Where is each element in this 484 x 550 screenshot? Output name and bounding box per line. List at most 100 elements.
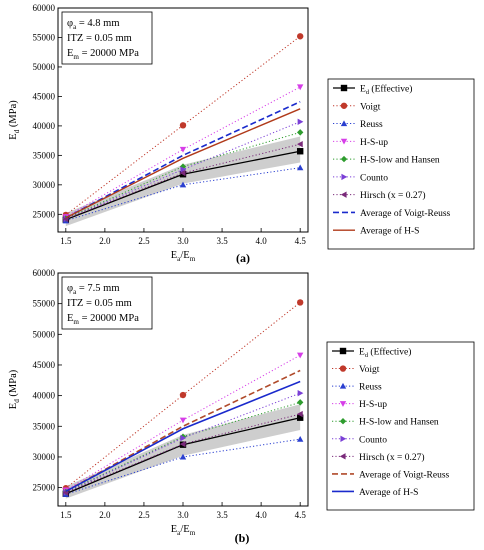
info-matrix-modulus: Em = 20000 MPa — [67, 313, 139, 326]
legend-label: Voigt — [360, 102, 381, 112]
data-point — [179, 146, 187, 153]
legend-entry: Ed (Effective) — [333, 84, 412, 97]
x-tick-label: 2.0 — [99, 236, 111, 246]
x-tick-label: 3.0 — [177, 236, 189, 246]
legend-marker — [339, 418, 347, 425]
legend-entry: Average of Voigt-Reuss — [333, 208, 451, 219]
legend-label: Reuss — [359, 383, 382, 393]
legend-label: H-S-up — [359, 400, 387, 410]
legend-entry: Reuss — [333, 120, 383, 130]
y-axis-label-group: Ed (MPa) — [8, 100, 21, 140]
y-tick-label: 40000 — [33, 391, 56, 401]
data-point — [180, 434, 187, 442]
data-point — [297, 389, 304, 397]
info-itz: ITZ = 0.05 mm — [67, 298, 132, 309]
confidence-band — [65, 404, 301, 499]
data-point — [179, 169, 186, 177]
data-point — [179, 163, 187, 170]
x-tick-label: 1.5 — [60, 236, 72, 246]
legend-label: Average of H-S — [359, 487, 418, 498]
y-tick-label: 50000 — [33, 329, 56, 339]
data-point — [296, 352, 304, 359]
data-point — [296, 299, 304, 306]
series-average-of-h-s — [65, 380, 301, 492]
legend-marker — [339, 365, 347, 372]
y-tick-label: 55000 — [33, 299, 56, 309]
info-matrix-modulus: Em = 20000 MPa — [67, 48, 139, 61]
legend-marker — [340, 120, 348, 127]
legend-label: Reuss — [360, 120, 383, 130]
data-point — [296, 164, 304, 171]
x-tick-label: 3.5 — [216, 510, 228, 520]
data-point — [179, 453, 187, 460]
series-average-of-voigt-reuss — [65, 100, 301, 219]
data-point — [179, 181, 187, 188]
legend-marker — [340, 138, 348, 145]
legend-marker — [340, 191, 347, 198]
x-tick-label: 2.0 — [99, 510, 111, 520]
x-tick-label: 4.5 — [295, 236, 307, 246]
legend-label: Ed (Effective) — [359, 347, 411, 360]
legend-label: Average of Voigt-Reuss — [359, 469, 450, 480]
legend-marker — [340, 84, 348, 92]
x-tick-label: 2.5 — [138, 510, 150, 520]
panel-b: 1.5 2.0 2.5 3.0 3.5 4.0 4.5 25000 30000 35000 4000… — [8, 268, 475, 545]
panel-a: 1.5 2.0 2.5 3.0 3.5 4.0 4.5 25000 30000 35000 4000… — [8, 3, 475, 265]
legend-entry: H-S-low and Hansen — [332, 418, 439, 428]
x-tick-label: 2.5 — [138, 236, 150, 246]
data-point — [296, 33, 304, 40]
series-line — [65, 121, 301, 220]
y-tick-label: 50000 — [33, 62, 56, 72]
data-point — [296, 414, 304, 421]
legend-marker — [341, 173, 348, 181]
legend: Ed (Effective) Voigt Reuss H-S-up H-S-low an… — [326, 341, 475, 511]
info-itz: ITZ = 0.05 mm — [67, 33, 132, 44]
legend-label: Hirsch (x = 0.27) — [360, 190, 426, 201]
legend-entry: Voigt — [332, 365, 380, 375]
data-point — [179, 417, 187, 424]
legend-frame — [326, 341, 475, 511]
series-line — [65, 108, 301, 219]
series-line — [65, 35, 301, 216]
info-aggregate-diameter: φa = 7.5 mm — [67, 283, 120, 296]
y-tick-label: 45000 — [33, 360, 56, 370]
legend-entry: H-S-up — [332, 400, 387, 410]
y-tick-label: 30000 — [33, 180, 56, 190]
legend-entry: Counto — [333, 173, 388, 183]
x-axis-label: Ea/Em — [171, 250, 196, 263]
legend-entry: Average of Voigt-Reuss — [332, 469, 450, 480]
data-point — [179, 391, 187, 399]
data-point — [296, 84, 304, 91]
legend-marker — [339, 401, 347, 407]
legend-label: Average of Voigt-Reuss — [360, 208, 451, 219]
legend-label: Hirsch (x = 0.27) — [359, 452, 425, 463]
y-tick-label: 55000 — [33, 32, 56, 42]
series-line — [65, 100, 301, 219]
y-tick-label: 40000 — [33, 121, 56, 131]
y-axis-label-group: Ed (MPa) — [8, 369, 21, 409]
data-point — [296, 410, 303, 418]
legend-entry: Average of H-S — [333, 226, 419, 237]
x-tick-label: 4.5 — [295, 510, 307, 520]
y-tick-label: 30000 — [33, 452, 56, 462]
legend-entry: Average of H-S — [332, 487, 418, 498]
legend-label: Ed (Effective) — [360, 84, 412, 97]
data-point — [296, 148, 304, 155]
legend: Ed (Effective) Voigt Reuss H-S-up H-S-low an… — [327, 78, 475, 250]
y-tick-label: 35000 — [33, 150, 56, 160]
legend-marker — [339, 347, 347, 355]
series-line — [65, 86, 301, 218]
y-axis-label: Ed (MPa) — [8, 100, 21, 140]
x-axis-label: Ea/Em — [171, 524, 196, 537]
legend-entry: H-S-up — [333, 138, 388, 148]
legend-marker — [339, 453, 346, 460]
legend-entry: Counto — [332, 435, 387, 445]
legend-marker — [340, 435, 347, 442]
legend-marker — [339, 382, 347, 389]
legend-label: H-S-low and Hansen — [359, 418, 439, 428]
panel-label: (a) — [236, 251, 250, 265]
y-tick-label: 25000 — [33, 483, 56, 493]
legend-entry: Reuss — [332, 383, 382, 393]
legend-entry: Voigt — [333, 102, 381, 112]
